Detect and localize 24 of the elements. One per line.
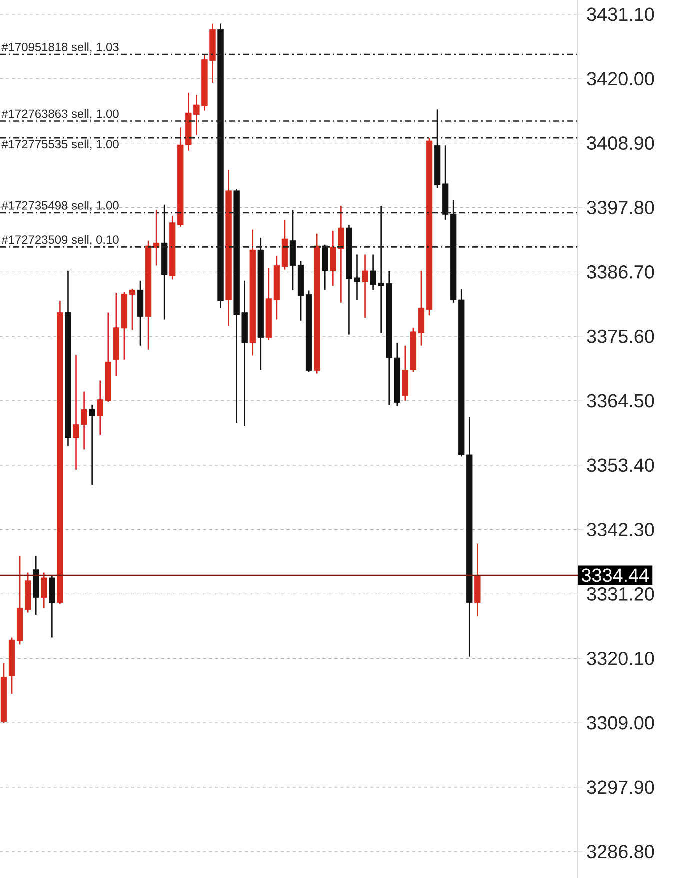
y-tick-label: 3353.40	[587, 458, 654, 472]
candlestick	[153, 209, 160, 266]
y-tick-label: 3331.20	[587, 588, 654, 601]
ref-line-label: #172763863 sell, 1.00	[2, 109, 119, 120]
candlestick	[362, 254, 368, 319]
ref-line-label: 3334.44	[582, 568, 650, 582]
ref-line-label: #172775535 sell, 1.00	[2, 140, 119, 150]
y-tick-label: 3375.60	[587, 330, 654, 344]
ref-line-label: #170951818 sell, 1.03	[2, 42, 119, 53]
y-tick-label: 3408.90	[587, 136, 654, 150]
y-tick-label: 3342.30	[587, 523, 654, 537]
y-tick-label: 3431.10	[587, 8, 654, 22]
y-tick-label: 3320.10	[587, 652, 654, 666]
y-tick-label: 3286.80	[587, 845, 654, 859]
y-tick-label: 3386.70	[587, 265, 654, 279]
candlestick	[41, 572, 48, 609]
y-tick-label: 3309.00	[587, 716, 654, 730]
ref-line-label: #172723509 sell, 0.10	[2, 235, 119, 246]
y-tick-label: 3297.90	[587, 780, 654, 794]
candlestick	[89, 404, 96, 486]
y-tick-label: 3364.50	[587, 394, 654, 408]
y-tick-label: 3420.00	[587, 72, 654, 86]
ref-line-label: #172735498 sell, 1.00	[2, 201, 119, 212]
y-tick-label: 3397.80	[587, 201, 654, 214]
